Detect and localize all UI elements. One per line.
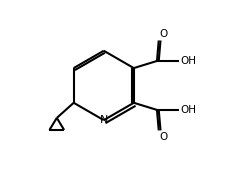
Text: OH: OH (180, 56, 196, 66)
Text: O: O (160, 132, 168, 142)
Text: O: O (160, 29, 168, 39)
Text: N: N (100, 115, 108, 125)
Text: OH: OH (180, 105, 196, 115)
